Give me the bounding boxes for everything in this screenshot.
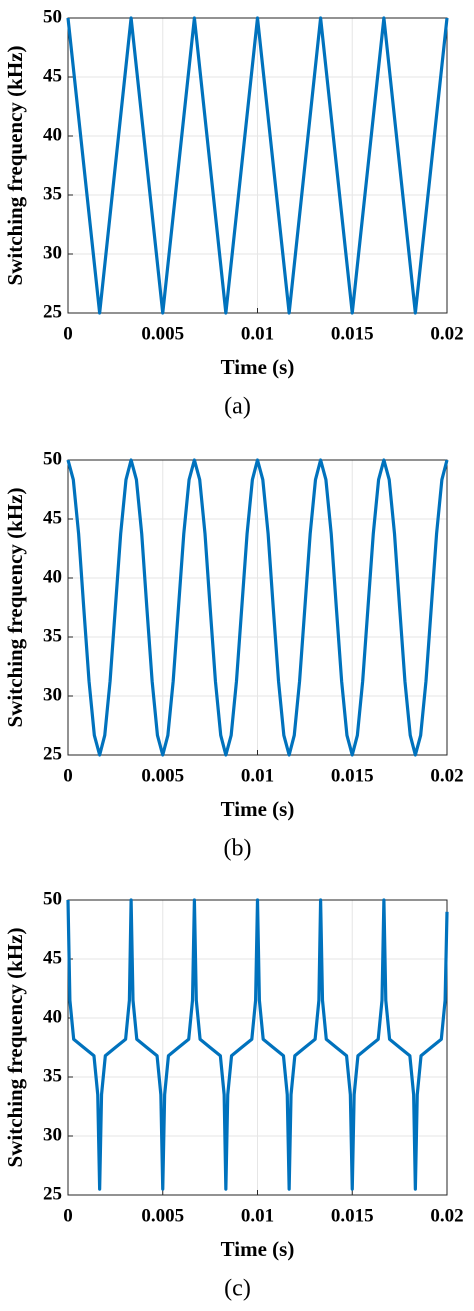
x-tick-label: 0.02: [430, 765, 463, 786]
series-line: [66, 16, 449, 315]
x-tick-label: 0.005: [141, 1205, 184, 1226]
y-tick-label: 50: [43, 6, 62, 27]
y-tick-label: 40: [43, 124, 62, 145]
y-tick-label: 35: [43, 183, 62, 204]
x-axis-label: Time (s): [221, 797, 295, 821]
series-line: [66, 458, 449, 757]
x-tick-label: 0.02: [430, 323, 463, 344]
x-tick-label: 0.01: [241, 323, 274, 344]
panel-caption: (c): [224, 1276, 251, 1302]
y-tick-label: 25: [43, 1183, 62, 1204]
x-tick-label: 0.015: [331, 1205, 374, 1226]
y-tick-label: 45: [43, 947, 62, 968]
x-tick-label: 0.01: [241, 1205, 274, 1226]
y-tick-label: 35: [43, 625, 62, 646]
y-tick-label: 45: [43, 65, 62, 86]
panel-caption: (a): [224, 394, 251, 420]
x-tick-label: 0.005: [141, 765, 184, 786]
x-tick-label: 0.015: [331, 765, 374, 786]
x-tick-label: 0: [63, 765, 73, 786]
y-tick-label: 40: [43, 1006, 62, 1027]
x-tick-label: 0: [63, 323, 73, 344]
y-tick-label: 35: [43, 1065, 62, 1086]
x-axis-label: Time (s): [221, 355, 295, 379]
panel-caption: (b): [224, 836, 252, 862]
y-tick-label: 50: [43, 888, 62, 909]
x-tick-label: 0: [63, 1205, 73, 1226]
y-tick-label: 40: [43, 566, 62, 587]
y-axis-label: Switching frequency (kHz): [3, 928, 27, 1168]
x-tick-label: 0.015: [331, 323, 374, 344]
x-tick-label: 0.02: [430, 1205, 463, 1226]
y-tick-label: 45: [43, 507, 62, 528]
x-axis-label: Time (s): [221, 1237, 295, 1261]
y-tick-label: 30: [43, 1124, 62, 1145]
x-tick-label: 0.01: [241, 765, 274, 786]
y-tick-label: 50: [43, 448, 62, 469]
y-tick-label: 25: [43, 301, 62, 322]
y-tick-label: 30: [43, 242, 62, 263]
y-axis-label: Switching frequency (kHz): [3, 488, 27, 728]
series-line: [66, 898, 449, 1191]
y-tick-label: 30: [43, 684, 62, 705]
x-tick-label: 0.005: [141, 323, 184, 344]
y-axis-label: Switching frequency (kHz): [3, 46, 27, 286]
y-tick-label: 25: [43, 743, 62, 764]
